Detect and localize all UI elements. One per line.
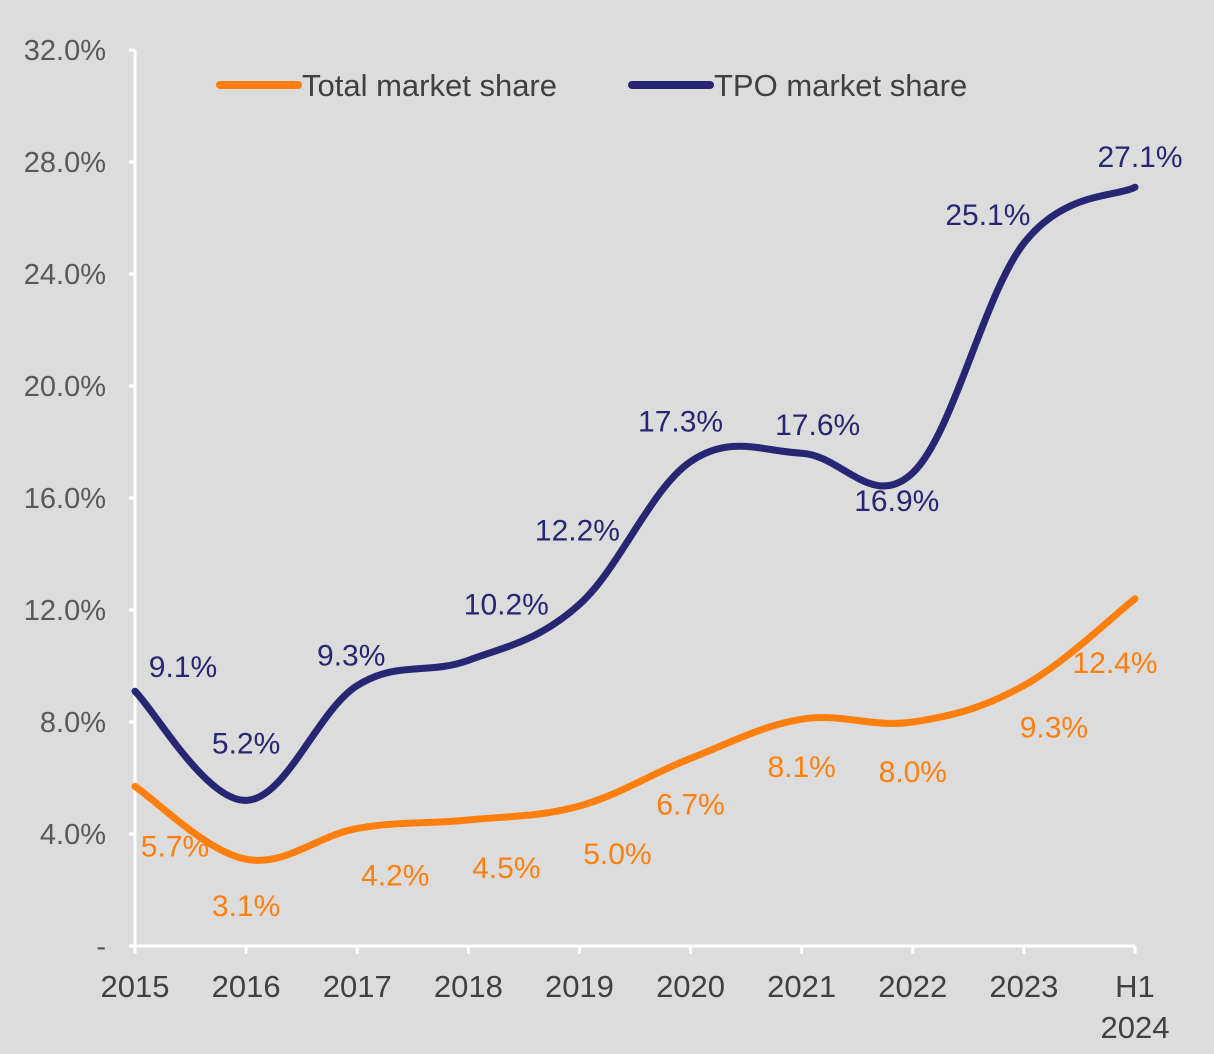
data-label: 8.1%	[767, 751, 835, 784]
x-tick-label: 2019	[545, 969, 614, 1004]
series-lines	[131, 183, 1139, 864]
legend-label: Total market share	[302, 68, 557, 103]
legend-label: TPO market share	[714, 68, 967, 103]
data-label: 12.4%	[1072, 647, 1157, 680]
y-tick-label: 32.0%	[24, 35, 106, 67]
x-tick-label: 2018	[434, 969, 503, 1004]
data-label: 16.9%	[854, 485, 939, 518]
data-label: 9.1%	[149, 651, 217, 684]
x-tick-label: H1 2024	[1101, 969, 1170, 1045]
data-label: 17.6%	[775, 409, 860, 442]
x-axis-ticks: 2015 2016 2017 2018 2019 2020 2021 2022 2023 H1 20…	[101, 946, 1170, 1045]
data-label: 5.0%	[583, 838, 651, 871]
y-tick-label: 16.0%	[24, 483, 106, 515]
data-label: 10.2%	[464, 588, 549, 621]
data-label: 5.7%	[141, 830, 209, 863]
y-tick-label: 12.0%	[24, 595, 106, 627]
y-tick-label: 4.0%	[40, 819, 106, 851]
x-tick-label: 2017	[323, 969, 392, 1004]
data-label: 4.5%	[472, 852, 540, 885]
data-label: 9.3%	[317, 640, 385, 673]
y-tick-label: 24.0%	[24, 259, 106, 291]
data-labels: 5.7%3.1% 4.2% 4.5% 5.0%6.7% 8.1% 8.0% 9.3% 12.4…	[141, 141, 1183, 923]
y-tick-label: -	[96, 931, 106, 963]
x-tick-label: 2015	[101, 969, 170, 1004]
data-label: 27.1%	[1097, 141, 1182, 174]
axes	[133, 50, 1135, 948]
data-label: 5.2%	[212, 727, 280, 760]
legend: Total market share TPO market share	[216, 68, 967, 103]
x-tick-label: 2021	[767, 969, 836, 1004]
y-axis-ticks: - 4.0% 8.0% 12.0% 16.0% 20.0% 24.0% 28.0% 32.0%	[24, 35, 135, 963]
x-tick-label: 2020	[656, 969, 725, 1004]
data-label: 4.2%	[361, 859, 429, 892]
data-label: 17.3%	[638, 406, 723, 439]
data-label: 9.3%	[1020, 712, 1088, 745]
data-label: 25.1%	[945, 199, 1030, 232]
data-label: 6.7%	[656, 788, 724, 821]
data-label: 8.0%	[879, 756, 947, 789]
x-tick-label: 2022	[878, 969, 947, 1004]
y-tick-label: 8.0%	[40, 707, 106, 739]
data-label: 3.1%	[212, 890, 280, 923]
series-line-total	[131, 595, 1139, 864]
data-label: 12.2%	[535, 514, 620, 547]
x-tick-label: 2016	[212, 969, 281, 1004]
y-tick-label: 20.0%	[24, 371, 106, 403]
y-tick-label: 28.0%	[24, 147, 106, 179]
series-line-tpo	[131, 183, 1139, 804]
x-tick-label: 2023	[989, 969, 1058, 1004]
